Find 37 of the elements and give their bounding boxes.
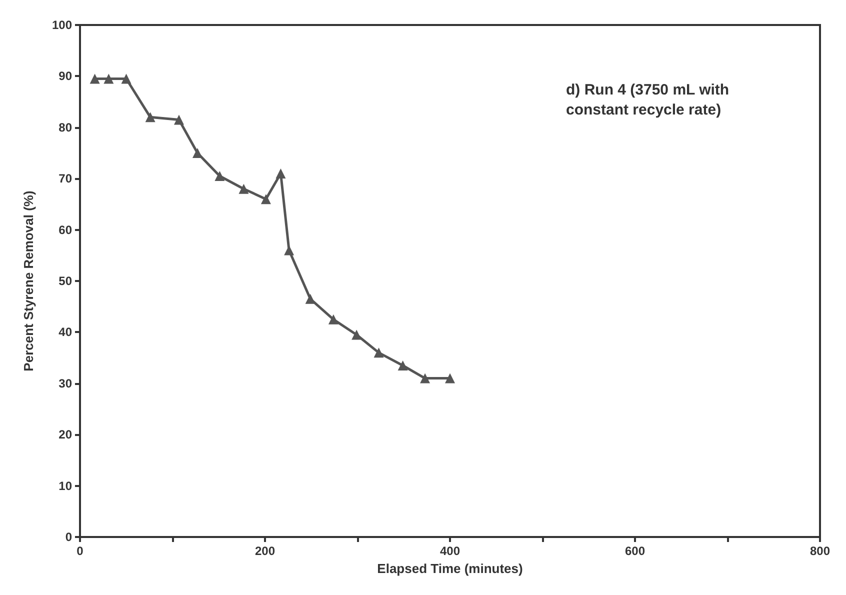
x-tick-label: 400 — [440, 544, 460, 558]
point — [352, 330, 362, 340]
point — [214, 171, 225, 182]
point — [260, 194, 271, 204]
y-tick-label: 10 — [58, 478, 72, 493]
y-tick-label: 30 — [58, 376, 72, 390]
point — [104, 74, 114, 84]
y-axis-title: Percent Styrene Removal (%) — [21, 190, 36, 372]
point — [374, 348, 384, 358]
point — [328, 314, 338, 324]
x-tick-label: 200 — [254, 544, 276, 558]
x-tick-label: 0 — [76, 544, 84, 558]
point — [445, 373, 455, 384]
y-tick-label: 40 — [58, 325, 72, 340]
y-tick-label: 70 — [58, 172, 72, 186]
x-tick-label: 800 — [810, 544, 830, 558]
point — [174, 114, 184, 125]
point — [192, 148, 202, 158]
y-tick-label: 20 — [58, 428, 72, 442]
point — [284, 245, 294, 256]
point — [305, 294, 316, 304]
y-tick-label: 50 — [58, 274, 72, 288]
point — [276, 168, 286, 178]
point — [398, 360, 408, 370]
y-tick-label: 100 — [52, 18, 72, 32]
y-tick-label: 90 — [58, 69, 72, 84]
y-tick-label: 60 — [58, 222, 72, 237]
text: d) Run 4 (3750 mL with constant recycle rate) — [566, 82, 734, 118]
point — [90, 74, 100, 84]
x-tick-label: 600 — [624, 544, 646, 558]
y-tick-label: 80 — [58, 120, 72, 134]
y-tick-label: 0 — [65, 530, 72, 544]
point — [145, 112, 156, 122]
x-axis-title: Elapsed Time (minutes) — [377, 560, 523, 576]
point — [238, 184, 249, 194]
point — [121, 74, 132, 84]
point — [420, 373, 430, 384]
